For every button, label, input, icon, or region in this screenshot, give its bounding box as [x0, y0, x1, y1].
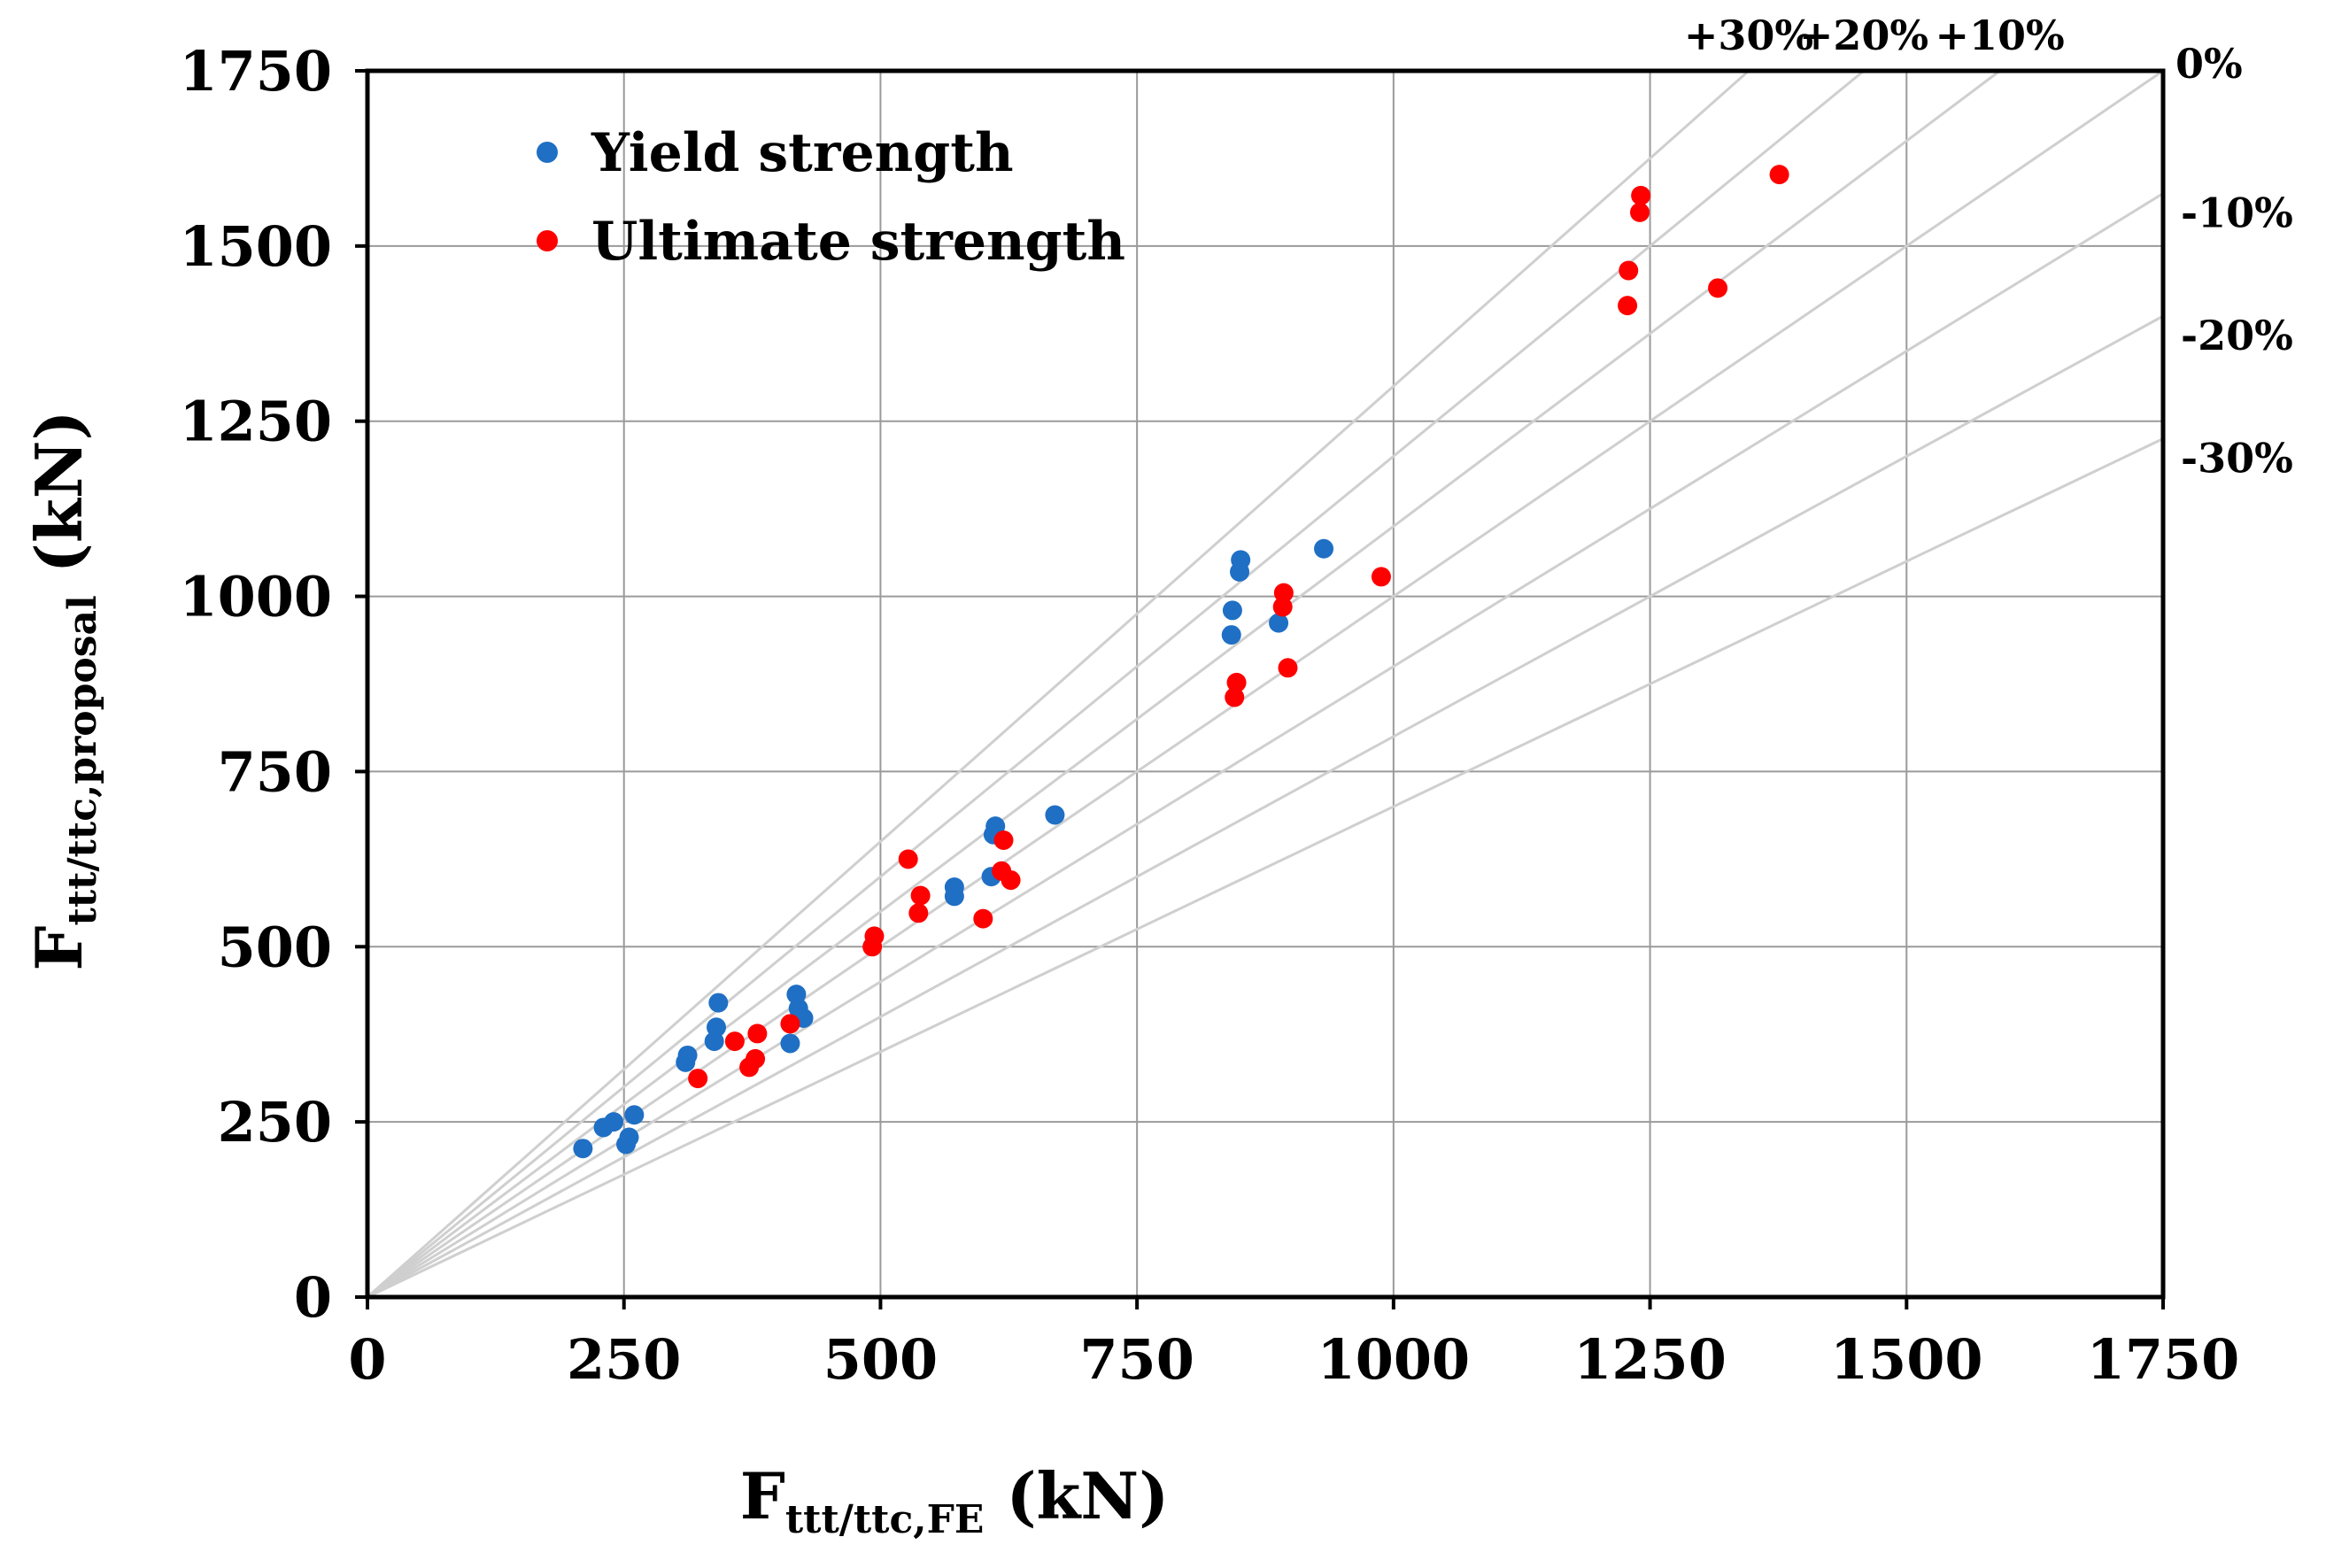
data-points [573, 165, 1789, 1159]
yield-strength-point [573, 1139, 593, 1159]
ultimate-strength-point [1278, 658, 1298, 678]
yield-strength-point [677, 1045, 698, 1065]
ultimate-strength-point [1618, 296, 1638, 316]
reference-line [367, 69, 1750, 1299]
ultimate-strength-point [747, 1023, 768, 1044]
ultimate-strength-point [1769, 165, 1789, 185]
ultimate-strength-point [898, 849, 918, 869]
ultimate-strength-point [780, 1014, 800, 1034]
legend-label-yield: Yield strength [591, 122, 1014, 184]
x-tick-label: 1000 [1318, 1327, 1471, 1392]
ultimate-strength-point [1001, 870, 1021, 891]
legend-marker-yield [537, 142, 558, 163]
yield-strength-point [780, 1033, 800, 1054]
x-axis-tick-labels: 0 250 500 750 1000 1250 1500 1750 [348, 1327, 2239, 1392]
ultimate-strength-point [1371, 567, 1391, 587]
yield-strength-point [604, 1112, 624, 1132]
yield-strength-point [944, 877, 964, 898]
y-tick-label: 1250 [179, 390, 332, 454]
y-axis-title-main: F [21, 926, 97, 971]
y-axis-title-unit: (kN) [21, 410, 97, 595]
y-axis-title-subscript: ttt/ttc,proposal [60, 595, 105, 925]
ultimate-strength-point [1629, 202, 1650, 222]
yield-strength-point [619, 1127, 639, 1147]
x-tick-label: 750 [1079, 1327, 1194, 1392]
ultimate-strength-point [864, 926, 885, 946]
y-tick-label: 750 [218, 739, 332, 804]
reference-line [367, 192, 2164, 1299]
yield-strength-point [624, 1105, 645, 1125]
ultimate-strength-point [993, 830, 1014, 850]
y-axis-title: Fttt/ttc,proposal (kN) [21, 410, 105, 970]
ultimate-strength-point [724, 1031, 745, 1052]
reference-line-label: 0% [2175, 40, 2243, 88]
y-tick-label: 250 [218, 1090, 332, 1155]
ultimate-strength-point [910, 885, 931, 906]
reference-line [367, 69, 2001, 1299]
y-tick-label: 1750 [179, 39, 332, 104]
x-tick-label: 1750 [2087, 1327, 2240, 1392]
y-tick-label: 0 [294, 1265, 332, 1330]
reference-line-label: -10% [2181, 189, 2293, 237]
x-tick-label: 1500 [1830, 1327, 1983, 1392]
ultimate-strength-point [746, 1048, 766, 1069]
tick-marks [355, 69, 2165, 1309]
ultimate-strength-point [1225, 687, 1245, 707]
yield-strength-point [1045, 805, 1065, 825]
reference-line-label: +30% [1684, 12, 1813, 59]
x-tick-label: 0 [348, 1327, 386, 1392]
reference-line [367, 69, 2164, 1299]
reference-line-label: +10% [1936, 12, 2065, 59]
reference-line-label: -20% [2181, 312, 2293, 359]
ultimate-strength-point [688, 1069, 708, 1089]
yield-strength-point [708, 993, 729, 1013]
reference-line-label: +20% [1799, 12, 1928, 59]
ultimate-strength-point [1708, 278, 1728, 298]
yield-strength-point [707, 1017, 727, 1038]
plot-area-frame [365, 68, 2166, 1300]
y-axis-tick-labels: 0 250 500 750 1000 1250 1500 1750 [179, 39, 332, 1330]
y-tick-label: 1000 [179, 565, 332, 630]
x-tick-label: 500 [823, 1327, 938, 1392]
reference-line [367, 69, 1865, 1299]
ultimate-strength-point [1273, 583, 1294, 603]
x-axis-title-unit: (kN) [984, 1458, 1169, 1533]
yield-strength-point [1231, 550, 1251, 570]
yield-strength-point [1222, 600, 1242, 621]
legend-label-ultimate: Ultimate strength [591, 211, 1125, 273]
yield-strength-point [1314, 538, 1334, 559]
reference-line [367, 314, 2164, 1299]
x-tick-label: 1250 [1573, 1327, 1727, 1392]
ultimate-strength-point [1619, 260, 1639, 281]
ultimate-strength-point [908, 903, 929, 923]
reference-line-label: -30% [2181, 435, 2293, 483]
yield-strength-point [1221, 625, 1241, 645]
legend: Yield strength Ultimate strength [537, 122, 1125, 273]
yield-strength-point [1269, 613, 1289, 633]
reference-line [367, 437, 2164, 1299]
reference-line-labels: +30%+20% +10% 0% -10% -20% -30% [1684, 12, 2293, 483]
ultimate-strength-point [1631, 185, 1651, 205]
x-axis-title-subscript: ttt/ttc,FE [785, 1497, 985, 1542]
y-tick-label: 1500 [179, 214, 332, 279]
x-axis-title-main: F [740, 1458, 785, 1533]
ultimate-strength-point [1272, 597, 1293, 617]
legend-marker-ultimate [537, 230, 558, 251]
x-axis-title: Fttt/ttc,FE (kN) [740, 1458, 1170, 1542]
ultimate-strength-point [973, 908, 993, 929]
x-tick-label: 250 [567, 1327, 681, 1392]
reference-lines [367, 69, 2164, 1299]
ultimate-strength-point [1226, 672, 1247, 692]
y-tick-label: 500 [218, 915, 332, 979]
